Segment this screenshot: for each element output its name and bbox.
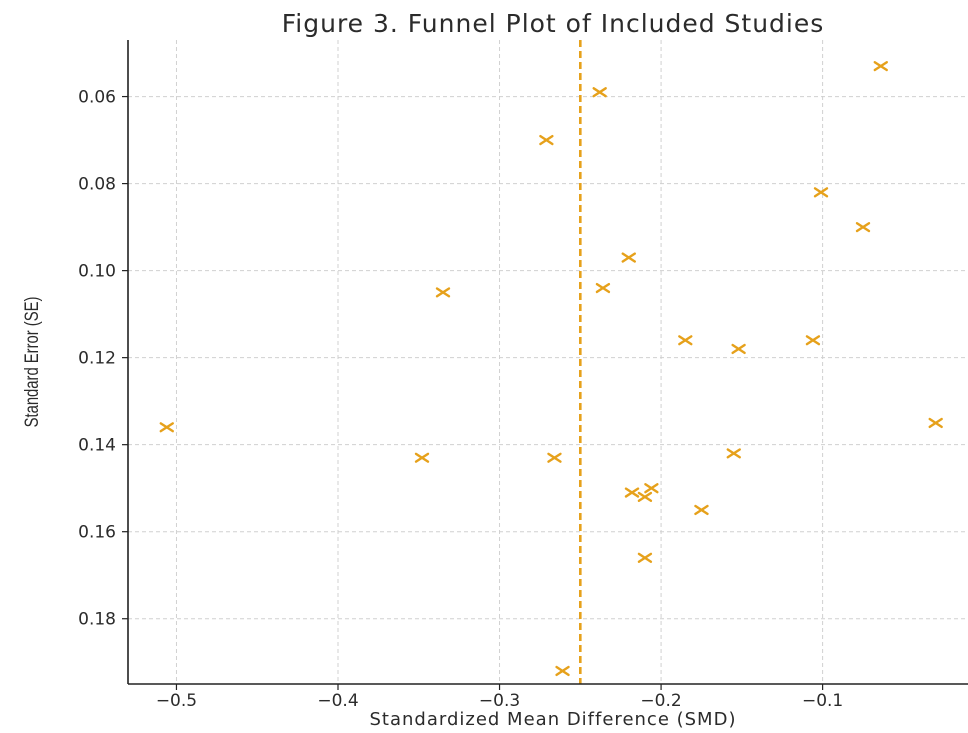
data-point <box>159 422 174 433</box>
data-point <box>435 287 451 298</box>
x-tick-label: −0.2 <box>640 691 681 711</box>
x-tick-label: −0.5 <box>156 691 197 711</box>
data-point <box>726 448 741 459</box>
data-point <box>731 343 746 355</box>
x-ticks: −0.5 −0.4 −0.3 −0.2 −0.1 <box>156 684 843 711</box>
data-point <box>805 335 821 346</box>
data-point <box>873 61 888 72</box>
y-tick-label: 0.10 <box>78 262 116 282</box>
data-point <box>678 335 693 346</box>
x-tick-label: −0.4 <box>317 691 358 711</box>
chart-title: Figure 3. Funnel Plot of Included Studie… <box>282 9 825 38</box>
data-point <box>592 87 607 98</box>
data-point <box>414 452 430 463</box>
data-point <box>855 222 871 233</box>
grid <box>128 40 968 684</box>
data-point <box>813 187 829 198</box>
x-axis-label: Standardized Mean Difference (SMD) <box>370 709 737 730</box>
data-point <box>637 491 653 502</box>
data-point <box>694 504 709 516</box>
data-point <box>644 483 659 494</box>
data-point <box>637 552 653 563</box>
y-tick-label: 0.06 <box>78 88 116 108</box>
y-ticks: 0.06 0.08 0.10 0.12 0.14 0.16 0.18 <box>78 88 128 630</box>
y-tick-label: 0.12 <box>78 349 116 369</box>
y-tick-label: 0.18 <box>78 610 116 630</box>
x-tick-label: −0.3 <box>479 691 520 711</box>
data-point <box>624 487 640 498</box>
data-point <box>928 417 943 429</box>
y-tick-label: 0.14 <box>78 436 116 456</box>
data-point <box>621 252 636 263</box>
data-point <box>547 452 562 463</box>
data-point <box>595 282 611 294</box>
data-point <box>539 134 554 146</box>
y-tick-label: 0.08 <box>78 175 116 195</box>
data-points <box>159 61 943 677</box>
y-axis-label: Standard Error (SE) <box>21 297 42 428</box>
x-tick-label: −0.1 <box>802 691 843 711</box>
data-point <box>555 665 570 677</box>
y-tick-label: 0.16 <box>78 523 116 543</box>
